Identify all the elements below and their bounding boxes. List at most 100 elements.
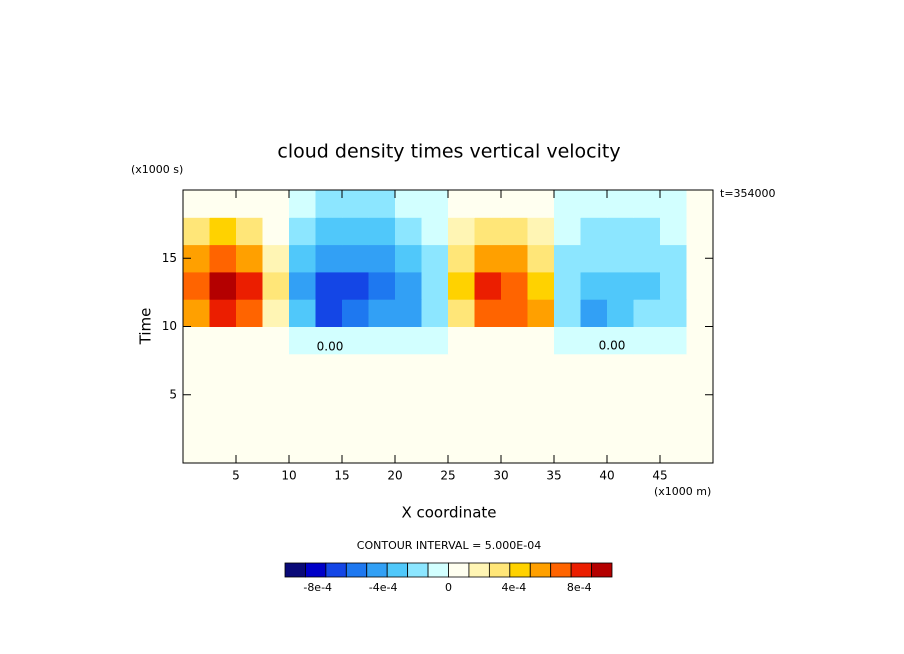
contour-cell: [315, 217, 343, 246]
contour-cell: [501, 217, 528, 246]
colorbar-swatch: [448, 562, 470, 578]
contour-cell: [342, 190, 369, 218]
contour-cell: [368, 408, 396, 437]
contour-cell: [527, 271, 555, 300]
contour-cell: [395, 353, 422, 382]
colorbar-swatch: [305, 562, 327, 578]
contour-cell: [342, 353, 369, 382]
contour-cell: [421, 408, 449, 437]
contour-cell: [660, 353, 687, 382]
contour-cell: [236, 353, 263, 382]
contour-cell: [183, 408, 210, 437]
x-tick-label: 15: [334, 469, 349, 483]
contour-cell: [315, 435, 343, 464]
contour-cell: [262, 353, 290, 382]
contour-cell: [686, 190, 714, 218]
x-tick-label: 40: [599, 469, 614, 483]
contour-field: [183, 190, 714, 464]
contour-cell: [448, 353, 475, 382]
contour-cell: [527, 299, 555, 327]
contour-cell: [289, 244, 316, 273]
contour-cell: [633, 435, 661, 464]
contour-cell: [315, 244, 343, 273]
contour-cell: [183, 299, 210, 327]
contour-cell: [660, 299, 687, 327]
contour-cell: [580, 381, 608, 409]
contour-cell: [262, 435, 290, 464]
x-unit: (x1000 m): [654, 485, 711, 498]
colorbar-swatch: [366, 562, 388, 578]
contour-cell: [580, 244, 608, 273]
colorbar-swatch: [284, 562, 306, 578]
x-tick-label: 25: [440, 469, 455, 483]
contour-cell: [236, 435, 263, 464]
contour-cell: [262, 326, 290, 355]
contour-cell: [183, 326, 210, 355]
colorbar-swatch: [550, 562, 572, 578]
contour-cell: [501, 299, 528, 327]
contour-cell: [554, 217, 581, 246]
contour-cell: [554, 326, 581, 355]
contour-cell: [209, 408, 237, 437]
contour-cell: [501, 435, 528, 464]
y-tick-label: 10: [162, 319, 177, 333]
contour-cell: [501, 271, 528, 300]
contour-cell: [633, 299, 661, 327]
contour-cell: [209, 435, 237, 464]
contour-cell: [448, 381, 475, 409]
contour-cell: [448, 190, 475, 218]
contour-cell: [474, 326, 502, 355]
contour-cell: [686, 299, 714, 327]
contour-cell: [607, 271, 634, 300]
contour-cell: [501, 244, 528, 273]
contour-cell: [368, 381, 396, 409]
contour-cell: [236, 408, 263, 437]
x-tick-label: 35: [546, 469, 561, 483]
contour-cell: [395, 408, 422, 437]
contour-cell: [368, 326, 396, 355]
contour-cell: [501, 408, 528, 437]
contour-cell: [262, 381, 290, 409]
contour-cell: [236, 244, 263, 273]
contour-cell: [395, 326, 422, 355]
y-unit: (x1000 s): [131, 163, 183, 176]
contour-cell: [527, 353, 555, 382]
contour-cell: [633, 244, 661, 273]
contour-cell: [607, 408, 634, 437]
contour-cell: [660, 408, 687, 437]
colorbar-swatch: [591, 562, 613, 578]
colorbar-label: -8e-4: [303, 581, 332, 594]
contour-cell: [289, 408, 316, 437]
contour-cell: [607, 381, 634, 409]
contour-cell: [421, 299, 449, 327]
contour-cell: [607, 435, 634, 464]
contour-cell: [315, 408, 343, 437]
contour-cell: [183, 353, 210, 382]
contour-cell: [607, 326, 634, 355]
contour-cell: [527, 244, 555, 273]
contour-cell: [342, 244, 369, 273]
contour-cell: [262, 271, 290, 300]
contour-cell: [395, 217, 422, 246]
contour-cell: [368, 299, 396, 327]
contour-cell: [554, 299, 581, 327]
contour-cell: [660, 326, 687, 355]
contour-cell: [289, 381, 316, 409]
contour-cell: [421, 435, 449, 464]
contour-cell: [209, 299, 237, 327]
contour-cell: [448, 244, 475, 273]
contour-cell: [686, 326, 714, 355]
contour-cell: [262, 408, 290, 437]
contour-cell: [448, 435, 475, 464]
contour-cell: [474, 217, 502, 246]
contour-cell: [289, 353, 316, 382]
contour-cell: [315, 326, 343, 355]
contour-cell: [421, 217, 449, 246]
x-axis-label: X coordinate: [401, 504, 496, 522]
contour-cell: [395, 271, 422, 300]
contour-cell: [633, 217, 661, 246]
contour-cell: [209, 353, 237, 382]
colorbar-label: 8e-4: [567, 581, 592, 594]
contour-cell: [421, 381, 449, 409]
contour-cell: [660, 271, 687, 300]
